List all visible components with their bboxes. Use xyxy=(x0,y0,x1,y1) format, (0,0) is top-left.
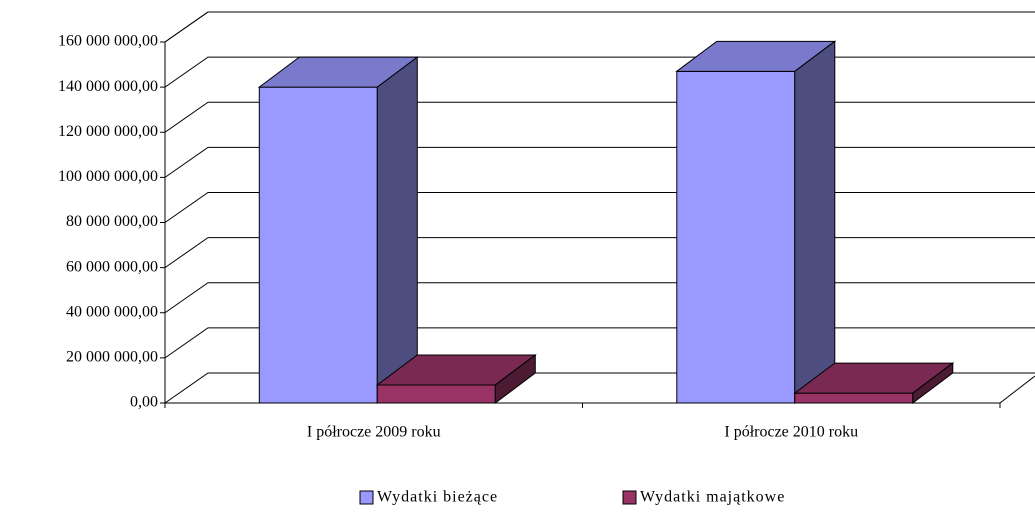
y-tick-label: 100 000 000,00 xyxy=(58,168,158,185)
y-tick-label: 80 000 000,00 xyxy=(66,213,158,230)
legend-label: Wydatki bieżące xyxy=(377,489,498,506)
bar xyxy=(257,56,419,404)
bar-side xyxy=(794,40,836,404)
bar-front xyxy=(676,70,796,404)
legend-swatch xyxy=(622,490,637,505)
y-tick-label: 0,00 xyxy=(130,394,158,411)
y-tick-label: 60 000 000,00 xyxy=(66,258,158,275)
y-tick-label: 40 000 000,00 xyxy=(66,303,158,320)
y-tick-label: 140 000 000,00 xyxy=(58,78,158,95)
bar xyxy=(793,362,955,404)
y-tick-label: 160 000 000,00 xyxy=(58,33,158,50)
grid-line xyxy=(164,11,1035,43)
bar-side xyxy=(376,56,418,404)
bar xyxy=(375,353,537,405)
y-tick-label: 20 000 000,00 xyxy=(66,349,158,366)
bar-front xyxy=(794,392,914,404)
legend-label: Wydatki majątkowe xyxy=(640,489,785,506)
bar-front xyxy=(376,384,496,404)
bar-side xyxy=(912,362,954,404)
bar xyxy=(675,40,837,404)
x-tick-label: I półrocze 2010 roku xyxy=(724,424,858,441)
y-tick-label: 120 000 000,00 xyxy=(58,123,158,140)
x-tick-label: I półrocze 2009 roku xyxy=(307,424,441,441)
bar-side xyxy=(494,353,536,405)
legend-swatch xyxy=(359,490,374,505)
bar-front xyxy=(258,86,378,404)
